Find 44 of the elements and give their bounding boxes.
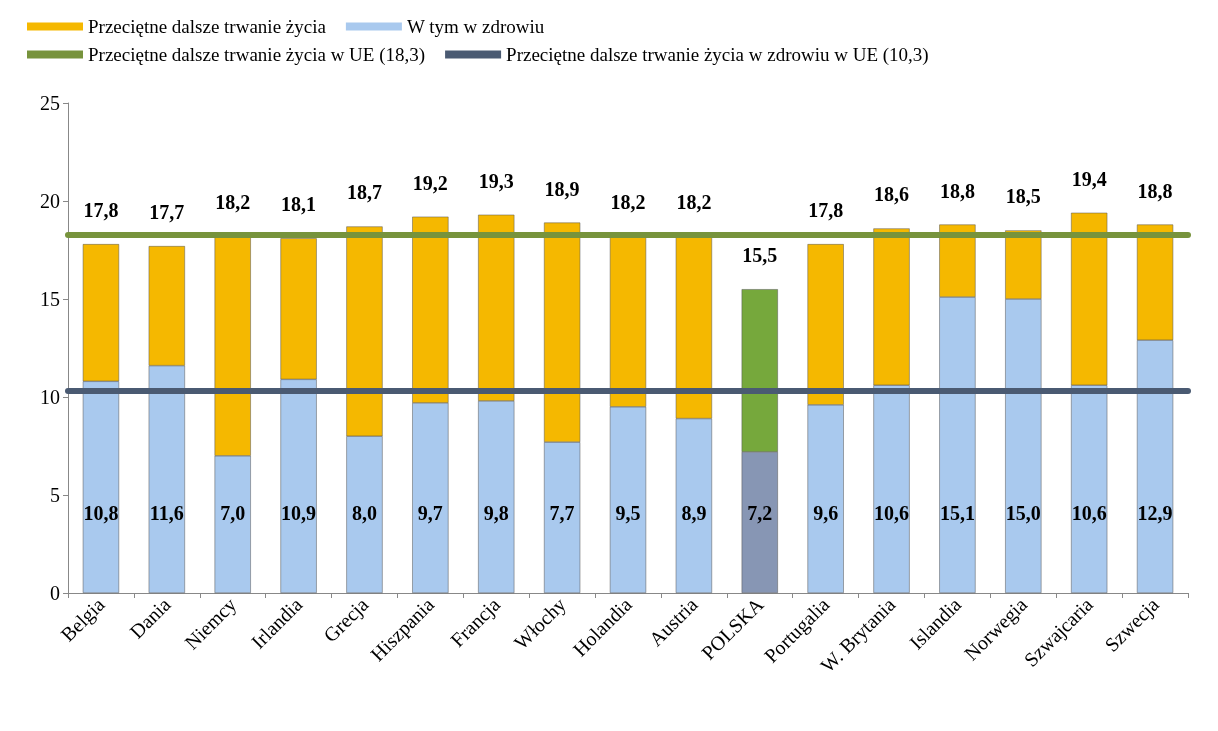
legend-label: W tym w zdrowiu [406, 16, 545, 37]
y-tick-label: 0 [50, 582, 60, 604]
legend-label: Przeciętne dalsze trwanie życia [88, 16, 327, 37]
total-label: 18,5 [1005, 185, 1041, 208]
y-tick-label: 15 [40, 288, 60, 310]
total-label: 19,4 [1071, 167, 1107, 190]
data-label: 10,6 [1071, 502, 1107, 524]
data-label: 9,8 [483, 502, 509, 524]
total-label: 18,2 [676, 191, 712, 214]
data-label: 7,0 [220, 502, 246, 524]
total-label: 18,7 [346, 181, 382, 204]
total-label: 18,8 [939, 179, 975, 202]
data-label: 11,6 [149, 502, 184, 524]
y-tick-label: 25 [40, 92, 60, 114]
total-label: 18,2 [215, 191, 251, 214]
data-label: 12,9 [1137, 502, 1173, 524]
total-label: 18,2 [610, 191, 646, 214]
total-label: 17,8 [808, 199, 844, 222]
data-label: 7,2 [747, 502, 773, 524]
total-label: 19,2 [412, 171, 448, 194]
total-label: 18,6 [874, 183, 910, 206]
y-tick-label: 10 [40, 386, 60, 408]
total-label: 15,5 [742, 244, 778, 267]
data-label: 15,0 [1005, 502, 1041, 524]
data-label: 9,7 [417, 502, 443, 524]
total-label: 17,7 [149, 201, 185, 224]
data-label: 15,1 [939, 502, 975, 524]
total-label: 17,8 [83, 199, 119, 222]
total-label: 18,8 [1137, 179, 1173, 202]
legend-label: Przeciętne dalsze trwanie życia w zdrowiu w UE (10,3) [506, 44, 929, 66]
data-label: 10,8 [83, 502, 119, 524]
y-tick-label: 20 [40, 190, 60, 212]
y-tick-label: 5 [50, 484, 60, 506]
data-label: 9,6 [813, 502, 839, 524]
legend-label: Przeciętne dalsze trwanie życia w UE (18,3) [88, 44, 426, 66]
total-label: 18,1 [281, 193, 317, 216]
data-label: 10,9 [281, 502, 317, 524]
data-label: 10,6 [874, 502, 910, 524]
data-label: 8,0 [351, 502, 377, 524]
data-label: 8,9 [681, 502, 707, 524]
data-label: 7,7 [549, 502, 575, 524]
total-label: 19,3 [478, 169, 514, 192]
total-label: 18,9 [544, 177, 580, 200]
data-label: 9,5 [615, 502, 641, 524]
